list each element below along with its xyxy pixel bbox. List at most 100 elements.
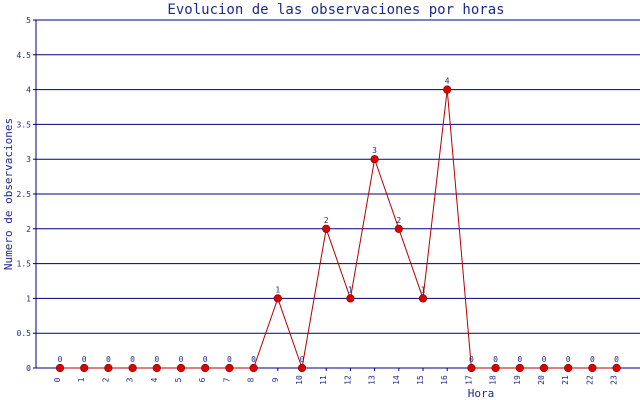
y-ticks-layer: 0 0.5 1 1.5 2 2.5 3 3.5 4 4.5 5	[17, 16, 36, 373]
x-tick-label: 8	[247, 377, 256, 382]
data-label: 1	[421, 285, 426, 294]
data-label: 0	[251, 355, 256, 364]
series-layer	[55, 85, 621, 373]
data-point	[80, 363, 89, 373]
data-label: 1	[275, 285, 280, 294]
y-tick-label: 1	[26, 294, 31, 303]
y-tick-label: 4.5	[17, 51, 32, 60]
series-segment	[349, 159, 376, 299]
y-tick-label: 3.5	[17, 120, 32, 129]
x-tick-label: 6	[198, 377, 207, 382]
x-tick-label: 3	[126, 377, 135, 382]
data-point	[418, 294, 428, 303]
data-point	[176, 363, 186, 373]
data-point	[564, 363, 573, 373]
x-tick-label: 2	[101, 377, 110, 382]
data-label: 0	[566, 355, 571, 364]
data-point	[128, 363, 137, 373]
x-tick-label: 16	[440, 375, 449, 385]
data-point	[394, 224, 403, 233]
data-label: 0	[517, 355, 522, 364]
x-tick-label: 13	[368, 375, 377, 385]
data-point	[443, 85, 452, 94]
data-point	[346, 294, 355, 303]
data-label: 0	[154, 355, 159, 364]
y-axis-label: Numero de observaciones	[2, 118, 15, 270]
data-label: 0	[493, 355, 498, 364]
data-point	[225, 363, 234, 373]
x-tick-label: 0	[53, 377, 62, 382]
data-label: 3	[372, 146, 377, 155]
series-segment	[301, 228, 327, 369]
x-tick-label: 1	[77, 377, 86, 382]
data-label: 0	[203, 355, 208, 364]
data-label: 0	[130, 355, 135, 364]
x-tick-label: 19	[513, 375, 522, 385]
x-tick-label: 5	[174, 377, 183, 382]
series-segment	[253, 298, 279, 369]
data-label: 1	[348, 285, 353, 294]
data-point	[588, 363, 597, 373]
series-segment	[398, 228, 424, 299]
x-axis-label: Hora	[468, 387, 495, 400]
x-tick-label: 4	[150, 377, 159, 382]
data-point	[539, 363, 549, 373]
y-tick-label: 2.5	[17, 190, 32, 199]
data-point	[249, 363, 258, 373]
data-label: 0	[106, 355, 111, 364]
y-tick-label: 4	[26, 86, 31, 95]
data-point	[297, 363, 307, 373]
x-tick-label: 20	[537, 375, 546, 385]
x-tick-label: 23	[610, 375, 619, 385]
x-tick-label: 11	[319, 375, 328, 385]
data-label: 2	[324, 216, 329, 225]
series-segment	[325, 228, 351, 299]
data-label: 0	[300, 355, 305, 364]
data-point	[104, 363, 113, 373]
data-label: 2	[396, 216, 401, 225]
x-tick-label: 21	[561, 375, 570, 385]
data-label: 0	[614, 355, 619, 364]
x-tick-label: 9	[271, 377, 280, 382]
data-point	[612, 363, 621, 373]
x-tick-label: 17	[464, 375, 473, 385]
series-segment	[422, 89, 448, 299]
y-tick-label: 0.5	[17, 329, 32, 338]
data-label: 0	[469, 355, 474, 364]
y-tick-label: 3	[26, 155, 31, 164]
data-point	[491, 363, 500, 373]
data-point	[152, 363, 161, 373]
series-segment	[277, 298, 303, 369]
grid-layer	[36, 19, 640, 369]
x-tick-label: 7	[222, 377, 231, 382]
data-label: 0	[82, 355, 87, 364]
data-point	[467, 363, 476, 373]
data-label: 4	[445, 77, 450, 86]
data-point	[55, 363, 65, 373]
data-point	[370, 155, 379, 164]
data-label: 0	[590, 355, 595, 364]
chart-title: Evolucion de las observaciones por horas	[167, 2, 504, 18]
x-tick-label: 15	[416, 375, 425, 385]
x-tick-label: 22	[585, 375, 594, 385]
x-tick-label: 14	[392, 375, 401, 385]
data-point	[201, 363, 210, 373]
series-segment	[446, 89, 472, 369]
data-point	[273, 294, 282, 303]
x-ticks-layer: 0 1 2 3 4 5 6 7 8 9 10 11 12 13 14 15 16 17 18 19 20 21 22 23	[53, 368, 619, 385]
x-tick-label: 18	[489, 375, 498, 385]
y-tick-label: 1.5	[17, 260, 32, 269]
data-point	[322, 224, 331, 233]
data-label: 0	[58, 355, 63, 364]
y-tick-label: 2	[26, 225, 31, 234]
data-label: 0	[227, 355, 232, 364]
y-tick-label: 5	[26, 16, 31, 25]
data-labels-layer: 0 0 0 0 0 0 0 0 0 1 0 2 1 3 2 1 4 0 0 0 0 0 0 0	[58, 77, 620, 364]
series-segment	[374, 159, 400, 229]
x-tick-label: 12	[343, 375, 352, 385]
y-tick-label: 0	[26, 364, 31, 373]
x-tick-label: 10	[295, 375, 304, 385]
data-point	[515, 363, 524, 373]
data-label: 0	[542, 355, 547, 364]
